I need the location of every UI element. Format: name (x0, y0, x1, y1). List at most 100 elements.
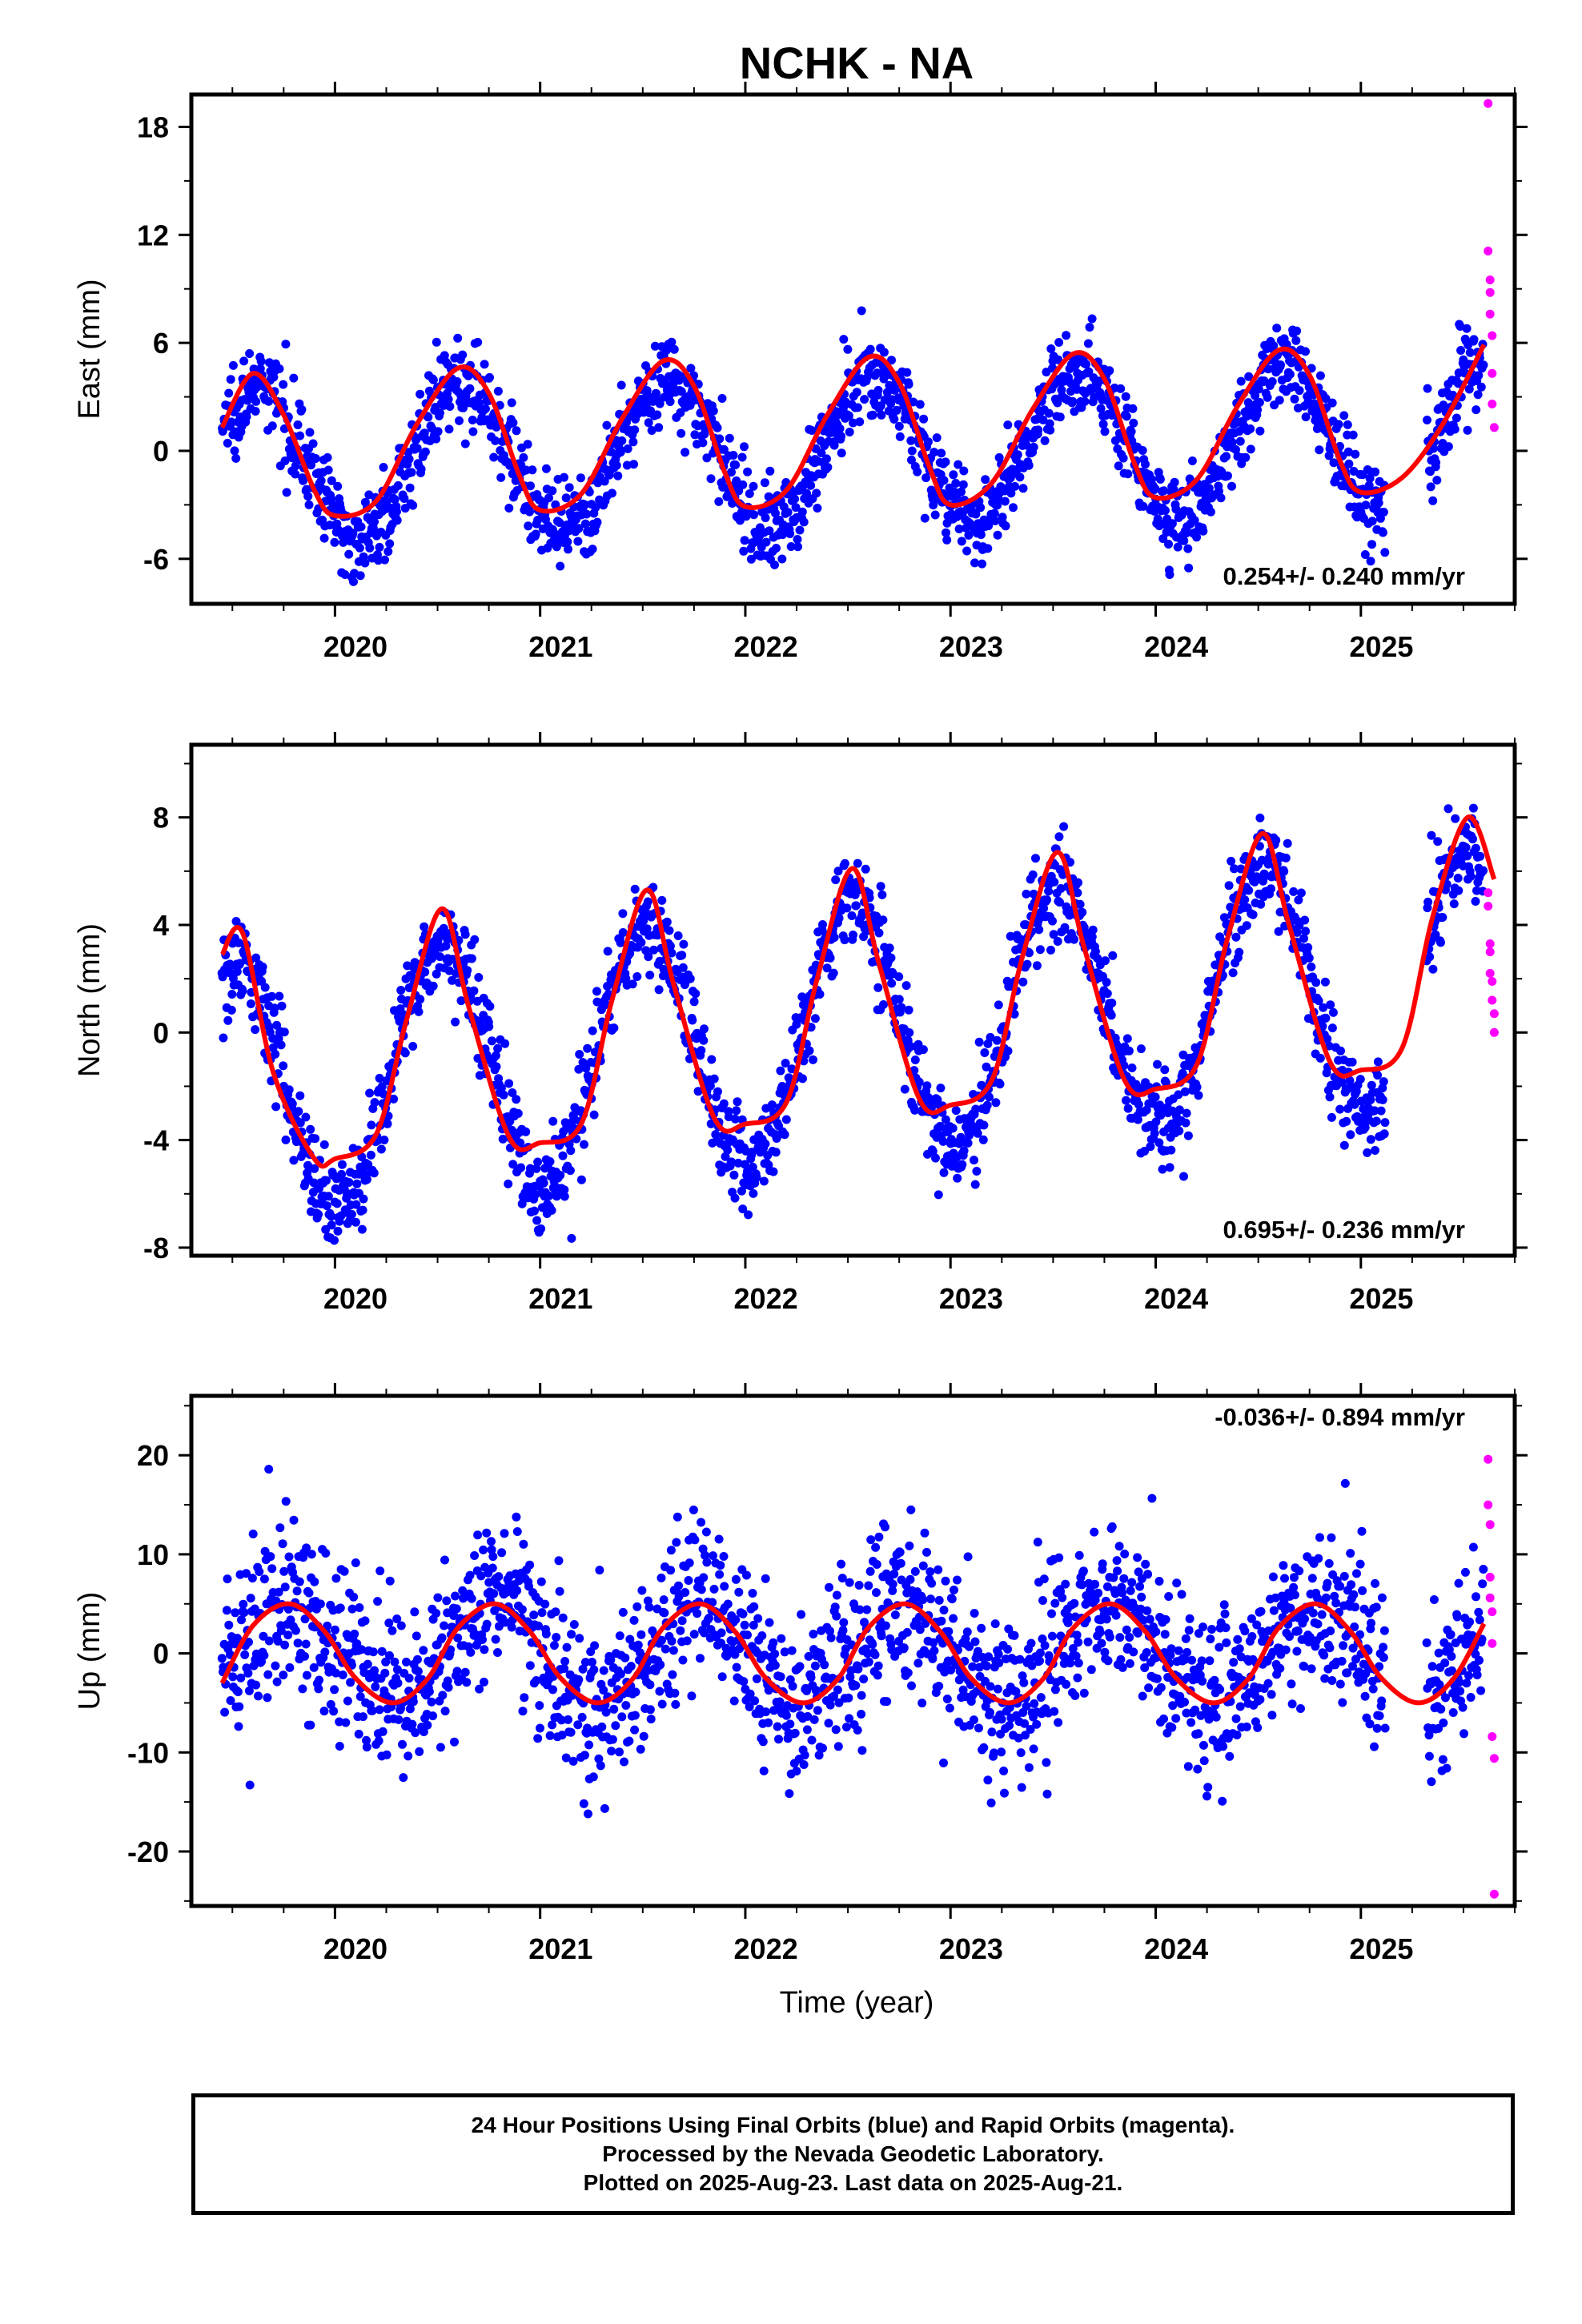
final-orbit-point (781, 1115, 791, 1124)
final-orbit-point (573, 537, 583, 546)
final-orbit-point (677, 428, 686, 438)
final-orbit-point (959, 466, 969, 476)
final-orbit-point (1255, 398, 1264, 407)
final-orbit-point (603, 947, 612, 956)
final-orbit-point (625, 949, 635, 959)
final-orbit-point (1114, 461, 1123, 471)
final-orbit-point (442, 1596, 452, 1606)
final-orbit-point (566, 1727, 576, 1737)
final-orbit-point (267, 421, 277, 431)
final-orbit-point (393, 480, 403, 490)
final-orbit-point (289, 1515, 299, 1525)
final-orbit-point (769, 1167, 778, 1176)
final-orbit-point (419, 1646, 428, 1655)
final-orbit-point (428, 981, 438, 991)
final-orbit-point (1443, 442, 1453, 452)
final-orbit-point (644, 418, 653, 428)
final-orbit-point (896, 1558, 905, 1568)
final-orbit-point (558, 1613, 568, 1622)
final-orbit-point (677, 951, 687, 960)
final-orbit-point (742, 1570, 751, 1580)
final-orbit-point (656, 1660, 665, 1670)
final-orbit-point (937, 1616, 946, 1626)
final-orbit-point (1255, 813, 1265, 822)
final-orbit-point (1443, 804, 1453, 814)
final-orbit-point (504, 504, 514, 513)
final-orbit-point (645, 1680, 655, 1690)
final-orbit-point (1255, 426, 1265, 436)
final-orbit-point (928, 1654, 938, 1663)
final-orbit-point (408, 1697, 418, 1707)
final-orbit-point (564, 1715, 572, 1724)
final-orbit-point (508, 418, 518, 428)
final-orbit-point (1170, 477, 1179, 487)
final-orbit-point (744, 1210, 753, 1220)
final-orbit-point (833, 1742, 843, 1751)
final-orbit-point (853, 1725, 862, 1735)
final-orbit-point (1182, 529, 1191, 538)
final-orbit-point (1166, 1145, 1176, 1155)
final-orbit-point (1153, 514, 1162, 524)
final-orbit-point (743, 467, 753, 476)
final-orbit-point (1378, 1095, 1387, 1104)
final-orbit-point (301, 1639, 311, 1649)
final-orbit-point (224, 1620, 234, 1630)
y-tick-label: -6 (143, 543, 169, 576)
final-orbit-point (1048, 916, 1057, 926)
final-orbit-point (606, 1655, 616, 1665)
y-tick-label: -4 (143, 1124, 169, 1157)
final-orbit-point (878, 915, 888, 925)
final-orbit-point (512, 1586, 522, 1595)
final-orbit-point (1138, 446, 1147, 455)
final-orbit-point (291, 1626, 300, 1635)
final-orbit-point (745, 1689, 755, 1699)
final-orbit-point (1106, 1011, 1116, 1020)
final-orbit-point (739, 1677, 749, 1687)
final-orbit-point (758, 1737, 768, 1747)
final-orbit-point (228, 974, 238, 983)
final-orbit-point (904, 380, 913, 389)
final-orbit-point (416, 389, 425, 399)
final-orbit-point (609, 1023, 619, 1033)
final-orbit-point (802, 1686, 812, 1695)
final-orbit-point (412, 1631, 421, 1641)
final-orbit-point (1283, 838, 1292, 848)
final-orbit-point (701, 1527, 711, 1537)
rapid-orbit-point (1485, 968, 1495, 978)
final-orbit-point (983, 544, 993, 553)
final-orbit-point (1425, 952, 1435, 962)
final-orbit-point (645, 971, 655, 980)
final-orbit-point (360, 558, 370, 568)
final-orbit-point (666, 1566, 676, 1575)
final-orbit-point (385, 1651, 394, 1660)
final-orbit-point (1423, 897, 1433, 907)
final-orbit-point (432, 969, 441, 979)
final-orbit-point (335, 1717, 344, 1727)
final-orbit-point (1474, 371, 1484, 380)
final-orbit-point (375, 1566, 385, 1576)
final-orbit-point (841, 1723, 851, 1732)
final-orbit-point (835, 424, 845, 433)
final-orbit-point (971, 509, 981, 519)
final-orbit-point (279, 1061, 288, 1071)
final-orbit-point (1070, 935, 1079, 944)
final-orbit-point (678, 1655, 688, 1665)
final-orbit-point (1121, 392, 1130, 401)
final-orbit-point (904, 1005, 913, 1015)
final-orbit-point (226, 1696, 235, 1705)
final-orbit-point (939, 1758, 948, 1767)
final-orbit-point (1151, 1117, 1161, 1127)
final-orbit-point (300, 1614, 310, 1624)
final-orbit-point (990, 517, 1000, 525)
final-orbit-point (833, 866, 843, 876)
final-orbit-point (1122, 1034, 1132, 1043)
final-orbit-point (942, 1695, 952, 1703)
rapid-orbit-point (1484, 99, 1493, 108)
final-orbit-point (440, 1707, 450, 1716)
final-orbit-point (491, 1634, 500, 1644)
final-orbit-point (889, 415, 899, 424)
final-orbit-point (1000, 497, 1010, 506)
final-orbit-point (234, 1722, 243, 1731)
final-orbit-point (470, 1551, 480, 1560)
final-orbit-point (404, 1674, 414, 1683)
